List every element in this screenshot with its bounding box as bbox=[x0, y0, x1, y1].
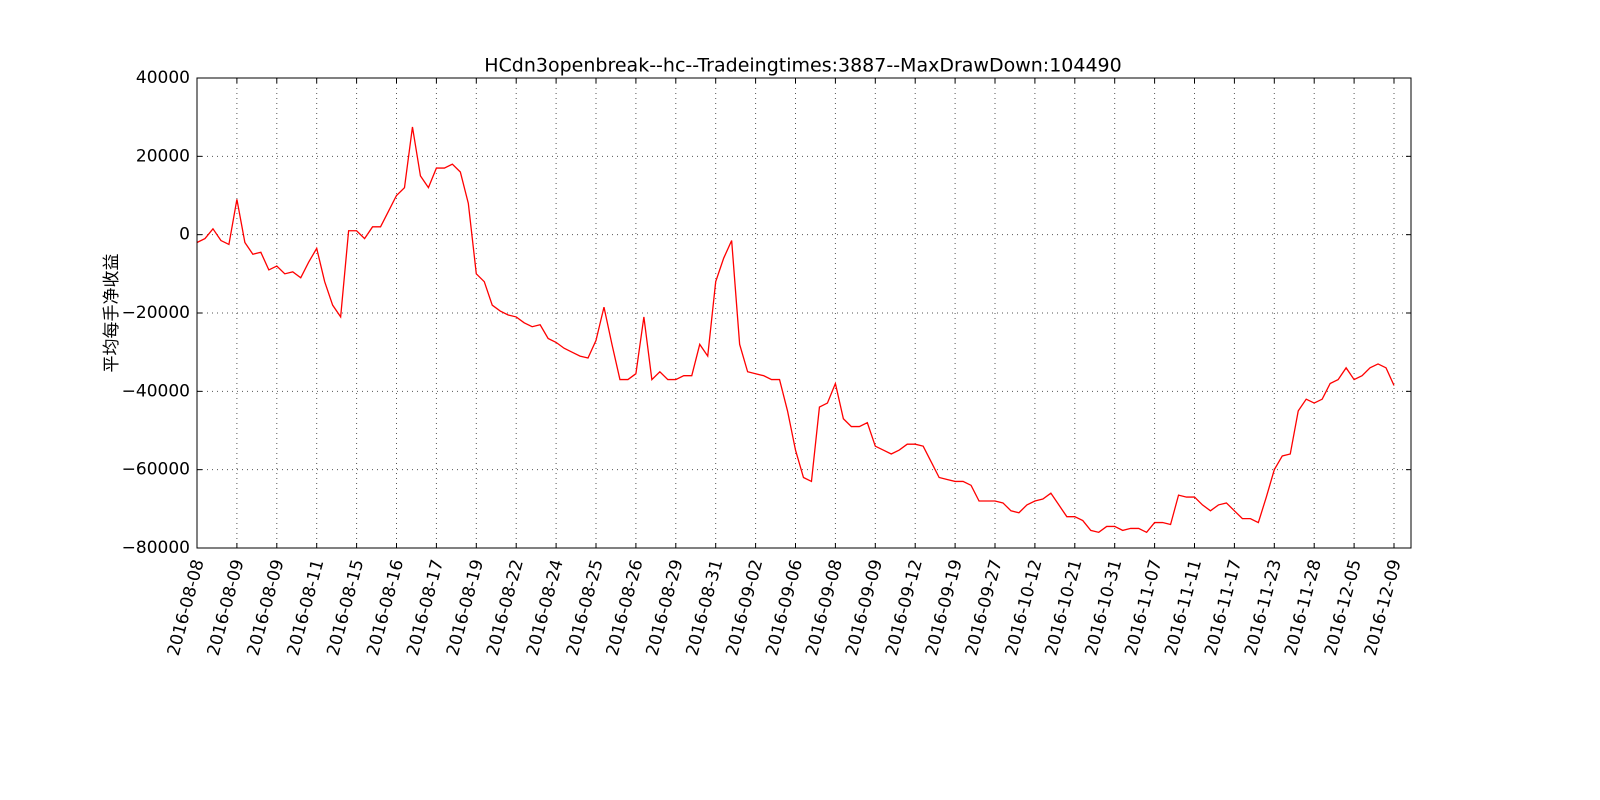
x-tick-label: 2016-09-27 bbox=[962, 557, 1007, 658]
x-tick-label: 2016-08-16 bbox=[363, 557, 408, 658]
x-tick-label: 2016-08-24 bbox=[523, 557, 568, 658]
x-tick-label: 2016-08-09 bbox=[244, 557, 289, 658]
x-tick-label: 2016-09-19 bbox=[922, 557, 967, 658]
x-tick-label: 2016-08-26 bbox=[603, 557, 648, 658]
y-tick-label: −40000 bbox=[122, 381, 190, 401]
x-tick-label: 2016-09-02 bbox=[722, 557, 767, 658]
x-tick-label: 2016-09-12 bbox=[882, 557, 927, 658]
x-tick-label: 2016-11-07 bbox=[1121, 557, 1166, 658]
x-tick-label: 2016-11-23 bbox=[1241, 557, 1286, 658]
y-tick-label: 40000 bbox=[136, 68, 190, 88]
x-tick-label: 2016-11-11 bbox=[1161, 557, 1206, 658]
x-tick-label: 2016-10-21 bbox=[1042, 557, 1087, 658]
x-tick-label: 2016-08-09 bbox=[204, 557, 249, 658]
x-tick-label: 2016-08-29 bbox=[643, 557, 688, 658]
y-axis-label: 平均每手净收益 bbox=[102, 254, 122, 373]
chart-title: HCdn3openbreak--hc--Tradeingtimes:3887--… bbox=[484, 55, 1121, 77]
x-tick-label: 2016-09-09 bbox=[842, 557, 887, 658]
x-tick-label: 2016-08-15 bbox=[323, 557, 368, 658]
x-tick-label: 2016-10-12 bbox=[1002, 557, 1047, 658]
x-tick-label: 2016-12-05 bbox=[1321, 557, 1366, 658]
x-tick-label: 2016-08-11 bbox=[283, 557, 328, 658]
y-tick-label: 0 bbox=[179, 225, 190, 245]
x-tick-label: 2016-12-09 bbox=[1361, 557, 1406, 658]
x-tick-label: 2016-10-31 bbox=[1081, 557, 1126, 658]
x-tick-label: 2016-09-08 bbox=[802, 557, 847, 658]
x-tick-label: 2016-08-22 bbox=[483, 557, 528, 658]
y-tick-label: 20000 bbox=[136, 146, 190, 166]
plot-frame bbox=[196, 77, 1412, 549]
x-tick-label: 2016-11-28 bbox=[1281, 557, 1326, 658]
x-tick-label: 2016-08-31 bbox=[682, 557, 727, 658]
x-tick-label: 2016-11-17 bbox=[1201, 557, 1246, 658]
x-tick-label: 2016-08-17 bbox=[403, 557, 448, 658]
data-line bbox=[196, 126, 1395, 534]
x-tick-label: 2016-08-25 bbox=[563, 557, 608, 658]
x-tick-label: 2016-08-08 bbox=[164, 557, 209, 658]
y-tick-label: −80000 bbox=[122, 538, 190, 558]
x-tick-label: 2016-09-06 bbox=[762, 557, 807, 658]
x-tick-label: 2016-08-19 bbox=[443, 557, 488, 658]
y-tick-label: −20000 bbox=[122, 303, 190, 323]
y-tick-label: −60000 bbox=[122, 460, 190, 480]
